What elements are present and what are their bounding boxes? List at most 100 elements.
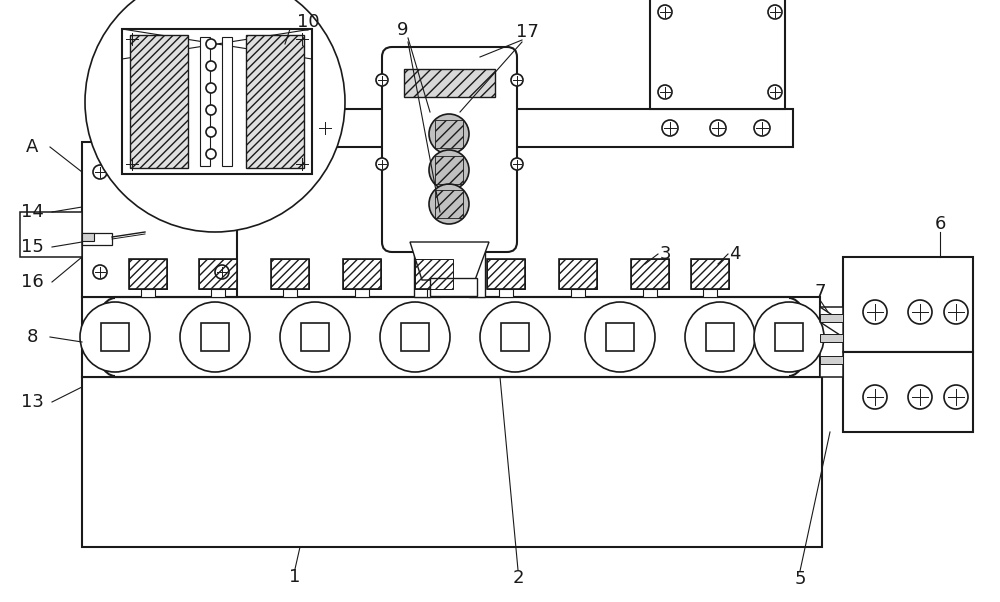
Circle shape xyxy=(206,83,216,93)
Bar xyxy=(435,190,463,218)
Bar xyxy=(631,259,669,289)
Circle shape xyxy=(511,74,523,86)
Circle shape xyxy=(944,385,968,409)
Circle shape xyxy=(215,165,229,179)
Bar xyxy=(199,259,237,289)
Bar xyxy=(201,323,229,351)
Bar xyxy=(122,29,312,174)
Text: A: A xyxy=(26,138,38,156)
Bar xyxy=(427,289,441,297)
Circle shape xyxy=(206,105,216,115)
Text: 15: 15 xyxy=(21,238,43,256)
Bar xyxy=(435,120,463,148)
Bar xyxy=(571,289,585,297)
FancyBboxPatch shape xyxy=(382,47,517,252)
Bar xyxy=(82,142,237,297)
Circle shape xyxy=(429,150,469,190)
Text: 9: 9 xyxy=(397,21,409,39)
Bar xyxy=(82,297,820,377)
Bar xyxy=(820,307,843,377)
Circle shape xyxy=(206,61,216,71)
Bar xyxy=(343,259,381,289)
Bar xyxy=(691,259,729,289)
Text: 4: 4 xyxy=(729,245,741,263)
Text: 2: 2 xyxy=(512,569,524,587)
Bar xyxy=(487,259,525,289)
Circle shape xyxy=(908,300,932,324)
Circle shape xyxy=(380,302,450,372)
Bar xyxy=(415,259,453,289)
Circle shape xyxy=(80,302,150,372)
Circle shape xyxy=(754,120,770,136)
Text: 5: 5 xyxy=(794,570,806,588)
Text: 6: 6 xyxy=(934,215,946,233)
Bar xyxy=(843,257,973,352)
Circle shape xyxy=(658,5,672,19)
Circle shape xyxy=(206,127,216,137)
Circle shape xyxy=(662,120,678,136)
Bar xyxy=(430,278,477,296)
Bar xyxy=(82,233,94,241)
Circle shape xyxy=(585,302,655,372)
Circle shape xyxy=(685,302,755,372)
Ellipse shape xyxy=(129,112,167,132)
Text: 14: 14 xyxy=(21,203,43,221)
Circle shape xyxy=(180,302,250,372)
Circle shape xyxy=(317,120,333,136)
Bar xyxy=(606,323,634,351)
Bar xyxy=(469,242,485,297)
Bar xyxy=(355,289,369,297)
Bar xyxy=(211,289,225,297)
Circle shape xyxy=(863,385,887,409)
Bar xyxy=(141,289,155,297)
Circle shape xyxy=(908,385,932,409)
Bar xyxy=(691,259,729,289)
Text: 3: 3 xyxy=(659,245,671,263)
Bar xyxy=(152,92,197,142)
Bar xyxy=(100,132,215,147)
Text: 7: 7 xyxy=(814,283,826,301)
Bar xyxy=(843,352,973,432)
Circle shape xyxy=(658,85,672,99)
Circle shape xyxy=(376,74,388,86)
Bar xyxy=(20,212,82,257)
Bar xyxy=(343,259,381,289)
Bar xyxy=(706,323,734,351)
Circle shape xyxy=(768,5,782,19)
Bar xyxy=(415,259,453,289)
Bar xyxy=(82,233,112,245)
Circle shape xyxy=(262,120,278,136)
Text: 1: 1 xyxy=(289,568,301,586)
Bar xyxy=(401,323,429,351)
Circle shape xyxy=(206,149,216,159)
Bar xyxy=(650,0,785,109)
Bar xyxy=(820,314,843,322)
Bar xyxy=(775,323,803,351)
Bar xyxy=(703,289,717,297)
Bar xyxy=(271,259,309,289)
Polygon shape xyxy=(820,307,843,337)
Bar xyxy=(559,259,597,289)
Bar xyxy=(559,259,597,289)
Circle shape xyxy=(944,300,968,324)
Circle shape xyxy=(215,265,229,279)
Circle shape xyxy=(429,114,469,154)
Bar xyxy=(82,377,822,547)
Text: 16: 16 xyxy=(21,273,43,291)
Bar xyxy=(222,37,232,166)
Bar xyxy=(643,289,657,297)
Circle shape xyxy=(429,184,469,224)
Bar xyxy=(238,109,793,147)
Circle shape xyxy=(768,85,782,99)
Bar xyxy=(501,323,529,351)
Text: 8: 8 xyxy=(26,328,38,346)
Circle shape xyxy=(206,39,216,49)
Text: 17: 17 xyxy=(516,23,538,41)
Circle shape xyxy=(480,302,550,372)
Circle shape xyxy=(93,265,107,279)
Bar xyxy=(414,242,430,297)
Bar xyxy=(128,122,168,132)
Circle shape xyxy=(93,165,107,179)
Text: 13: 13 xyxy=(21,393,43,411)
Circle shape xyxy=(863,300,887,324)
